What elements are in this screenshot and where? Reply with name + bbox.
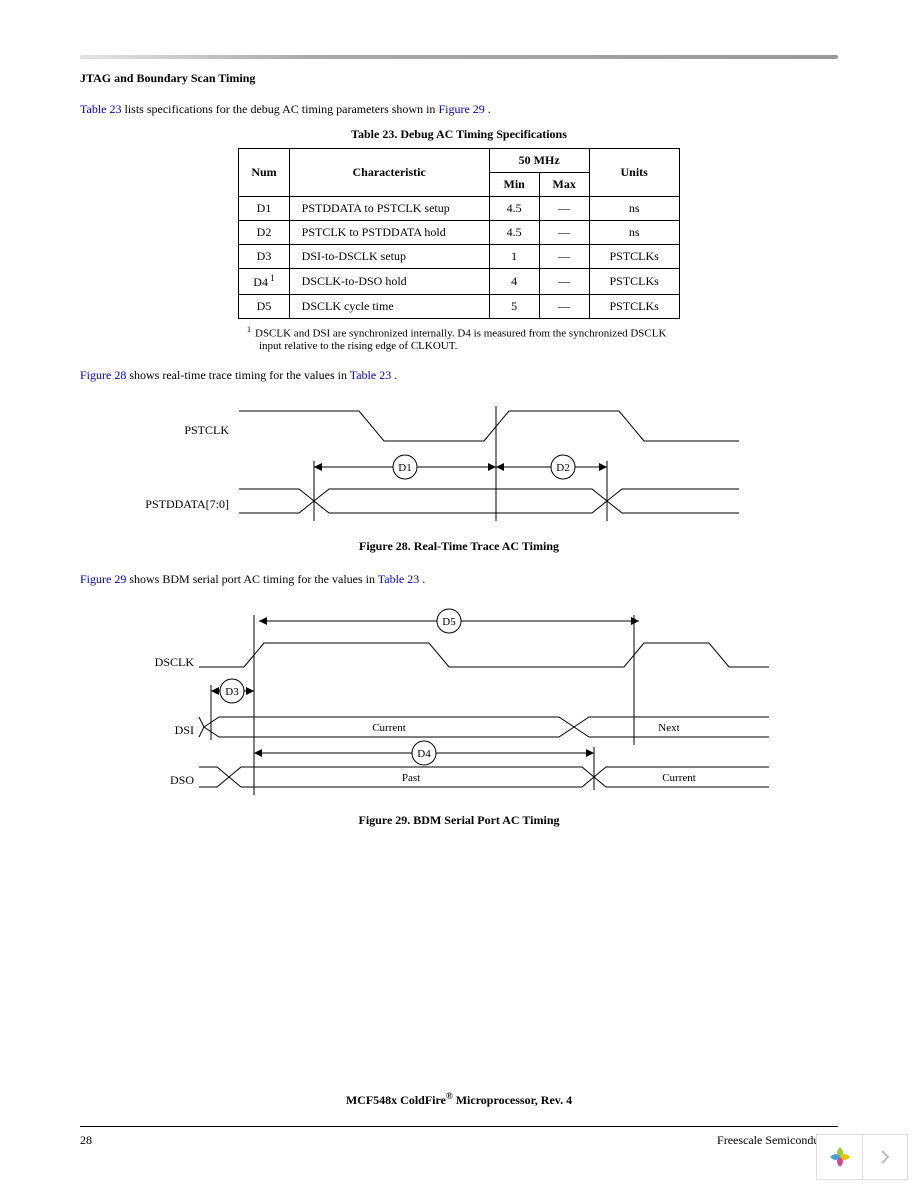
fig29-dsi-next: Next (658, 722, 679, 734)
cell-units: ns (589, 197, 679, 221)
figure-28: PSTCLK PSTDDATA[7:0] D1 D2 (179, 401, 739, 531)
cell-max: — (539, 295, 589, 319)
th-char: Characteristic (289, 149, 489, 197)
para3-text: shows BDM serial port AC timing for the … (129, 572, 377, 586)
header-rule (80, 55, 838, 59)
page-footer: MCF548x ColdFire® Microprocessor, Rev. 4… (80, 1091, 838, 1149)
cell-num: D3 (239, 245, 289, 269)
pager-logo-icon[interactable] (816, 1134, 862, 1180)
fig29-dso-current: Current (662, 772, 696, 784)
cell-min: 4.5 (489, 197, 539, 221)
cell-characteristic: PSTDDATA to PSTCLK setup (289, 197, 489, 221)
fig28-label-pstddata: PSTDDATA[7:0] (139, 497, 229, 512)
fig29-label-dsi: DSI (139, 723, 194, 738)
cell-min: 1 (489, 245, 539, 269)
cell-max: — (539, 221, 589, 245)
cell-units: ns (589, 221, 679, 245)
table-title: Table 23. Debug AC Timing Specifications (80, 127, 838, 142)
fig28-d1: D1 (398, 462, 411, 474)
fig28-svg: D1 D2 (179, 401, 739, 531)
footer-rule (80, 1126, 838, 1128)
cell-units: PSTCLKs (589, 295, 679, 319)
footer-title: MCF548x ColdFire® Microprocessor, Rev. 4 (80, 1091, 838, 1108)
th-min: Min (489, 173, 539, 197)
fig29-dsi-current: Current (372, 722, 406, 734)
table-row: D1PSTDDATA to PSTCLK setup4.5—ns (239, 197, 679, 221)
th-num: Num (239, 149, 289, 197)
para3-end: . (422, 572, 425, 586)
link-figure-28[interactable]: Figure 28 (80, 368, 126, 382)
fig29-svg: D5 D3 Current Next D4 (149, 605, 769, 805)
table-row: D5DSCLK cycle time5—PSTCLKs (239, 295, 679, 319)
cell-characteristic: DSCLK-to-DSO hold (289, 269, 489, 295)
link-table-23[interactable]: Table 23 (80, 102, 121, 116)
cell-num: D2 (239, 221, 289, 245)
intro-paragraph-1: Table 23 lists specifications for the de… (80, 102, 838, 117)
cell-units: PSTCLKs (589, 269, 679, 295)
footnote-text: DSCLK and DSI are synchronized internall… (255, 328, 666, 352)
spec-table: Num Characteristic 50 MHz Units Min Max … (238, 148, 679, 319)
cell-characteristic: PSTCLK to PSTDDATA hold (289, 221, 489, 245)
section-title: JTAG and Boundary Scan Timing (80, 71, 838, 86)
th-units: Units (589, 149, 679, 197)
para1-end: . (488, 102, 491, 116)
cell-min: 4.5 (489, 221, 539, 245)
figure-29: DSCLK DSI DSO D5 D3 Current (149, 605, 769, 805)
link-table-23-b[interactable]: Table 23 (350, 368, 391, 382)
table-row: D3DSI-to-DSCLK setup1—PSTCLKs (239, 245, 679, 269)
fig28-caption: Figure 28. Real-Time Trace AC Timing (80, 539, 838, 554)
cell-max: — (539, 197, 589, 221)
fig28-d2: D2 (556, 462, 569, 474)
intro-paragraph-3: Figure 29 shows BDM serial port AC timin… (80, 572, 838, 587)
cell-max: — (539, 269, 589, 295)
fig29-d5: D5 (442, 616, 456, 628)
fig29-caption: Figure 29. BDM Serial Port AC Timing (80, 813, 838, 828)
para1-text: lists specifications for the debug AC ti… (124, 102, 438, 116)
pager-widget (816, 1134, 908, 1180)
link-figure-29-b[interactable]: Figure 29 (80, 572, 126, 586)
th-max: Max (539, 173, 589, 197)
fig29-label-dsclk: DSCLK (139, 655, 194, 670)
cell-num: D4 1 (239, 269, 289, 295)
fig29-d3: D3 (225, 686, 239, 698)
table-row: D4 1DSCLK-to-DSO hold4—PSTCLKs (239, 269, 679, 295)
cell-characteristic: DSI-to-DSCLK setup (289, 245, 489, 269)
para2-end: . (394, 368, 397, 382)
cell-num: D1 (239, 197, 289, 221)
table-row: D2PSTCLK to PSTDDATA hold4.5—ns (239, 221, 679, 245)
fig29-d4: D4 (417, 748, 431, 760)
cell-min: 5 (489, 295, 539, 319)
link-table-23-c[interactable]: Table 23 (378, 572, 419, 586)
footnote-sup: 1 (247, 325, 251, 334)
cell-max: — (539, 245, 589, 269)
footer-title-a: MCF548x ColdFire (346, 1093, 446, 1107)
chevron-right-icon (880, 1150, 890, 1164)
pager-next-button[interactable] (862, 1134, 908, 1180)
fig29-dso-past: Past (402, 772, 420, 784)
table-footnote: 1 DSCLK and DSI are synchronized internal… (239, 325, 679, 352)
fig29-label-dso: DSO (139, 773, 194, 788)
cell-characteristic: DSCLK cycle time (289, 295, 489, 319)
page-number: 28 (80, 1133, 92, 1148)
th-freq: 50 MHz (489, 149, 589, 173)
para2-text: shows real-time trace timing for the val… (129, 368, 349, 382)
cell-units: PSTCLKs (589, 245, 679, 269)
cell-min: 4 (489, 269, 539, 295)
intro-paragraph-2: Figure 28 shows real-time trace timing f… (80, 368, 838, 383)
cell-num: D5 (239, 295, 289, 319)
footer-title-sup: ® (446, 1091, 453, 1101)
footer-title-b: Microprocessor, Rev. 4 (453, 1093, 572, 1107)
fig28-label-pstclk: PSTCLK (159, 423, 229, 438)
link-figure-29[interactable]: Figure 29 (438, 102, 484, 116)
